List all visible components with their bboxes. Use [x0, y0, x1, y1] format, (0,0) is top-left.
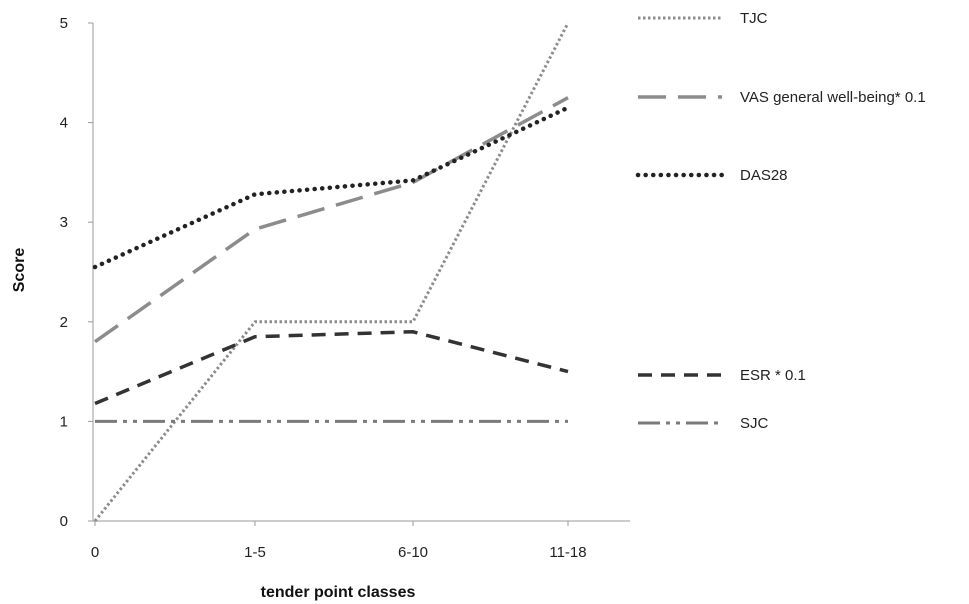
- series-line-1: [93, 96, 569, 344]
- x-tick-label: 0: [91, 544, 99, 561]
- legend: TJC VAS general well-being* 0.1 DAS28 ESR *…: [635, 10, 926, 432]
- legend-label-2: DAS28: [740, 167, 788, 184]
- x-tick-labels: 0 1-5 6-10 11-18: [91, 521, 587, 561]
- legend-label-0: TJC: [740, 10, 768, 27]
- y-tick-label: 2: [60, 314, 68, 331]
- series-line-0: [93, 22, 570, 522]
- legend-label-4: SJC: [740, 415, 769, 432]
- series-line-2: [92, 105, 571, 270]
- y-tick-label: 0: [60, 513, 68, 530]
- y-tick-label: 3: [60, 214, 68, 231]
- y-tick-labels: 0 1 2 3 4 5: [60, 15, 93, 530]
- x-axis-title: tender point classes: [261, 584, 416, 601]
- legend-label-3: ESR * 0.1: [740, 367, 806, 384]
- y-tick-label: 4: [60, 115, 68, 132]
- x-tick-label: 1-5: [244, 544, 266, 561]
- x-tick-label: 6-10: [398, 544, 428, 561]
- y-tick-label: 1: [60, 413, 68, 430]
- axes: [92, 23, 630, 522]
- x-tick-label: 11-18: [549, 544, 586, 561]
- y-axis-title: Score: [11, 248, 28, 293]
- legend-label-1: VAS general well-being* 0.1: [740, 89, 926, 106]
- series-line-3: [94, 330, 569, 406]
- y-tick-label: 5: [60, 15, 68, 32]
- series-lines: [92, 22, 571, 522]
